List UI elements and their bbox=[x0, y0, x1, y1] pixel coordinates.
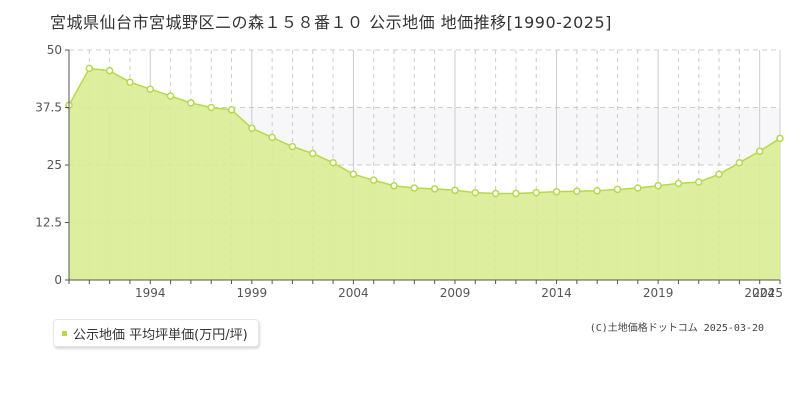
data-point-2004 bbox=[349, 170, 358, 178]
data-point-1993 bbox=[126, 78, 134, 86]
data-point-2001 bbox=[288, 142, 297, 151]
data-point-1995 bbox=[166, 92, 175, 100]
data-point-2016 bbox=[593, 187, 601, 195]
legend-swatch bbox=[62, 330, 67, 336]
data-point-1992 bbox=[105, 66, 114, 75]
x-tick-label: 1994 bbox=[135, 286, 166, 300]
axes bbox=[65, 49, 781, 284]
x-tick-label: 2019 bbox=[643, 286, 674, 300]
data-point-2020 bbox=[674, 179, 683, 188]
data-point-1991 bbox=[85, 64, 94, 73]
series-area-fill bbox=[69, 68, 780, 281]
x-tick-label: 2004 bbox=[338, 286, 369, 300]
data-point-1994 bbox=[146, 85, 155, 93]
data-point-2007 bbox=[410, 184, 419, 192]
data-point-2022 bbox=[715, 170, 723, 178]
y-tick-label: 0 bbox=[54, 273, 62, 287]
x-tick-label: 2014 bbox=[541, 286, 572, 300]
data-point-2011 bbox=[491, 189, 500, 198]
data-point-2006 bbox=[390, 181, 398, 190]
x-tick-label: 1999 bbox=[237, 286, 268, 300]
y-tick-label: 37.5 bbox=[35, 101, 62, 115]
data-point-2002 bbox=[309, 149, 317, 158]
y-axis-tick-labels: 0 12.5 25 37.5 50 bbox=[35, 43, 62, 287]
data-point-1998 bbox=[227, 106, 236, 114]
data-point-2021 bbox=[694, 178, 703, 186]
data-point-1996 bbox=[187, 99, 195, 107]
y-tick-label: 12.5 bbox=[35, 216, 62, 230]
data-point-2025 bbox=[776, 134, 784, 143]
data-point-2008 bbox=[430, 185, 439, 193]
data-point-1999 bbox=[248, 124, 256, 132]
data-point-2005 bbox=[369, 176, 378, 184]
series-markers bbox=[65, 64, 784, 198]
data-point-2018 bbox=[634, 184, 642, 192]
y-tick-label: 25 bbox=[47, 158, 62, 172]
data-point-2019 bbox=[654, 181, 662, 190]
y-tick-label: 50 bbox=[47, 43, 62, 57]
data-point-2013 bbox=[532, 188, 540, 197]
legend[interactable]: 公示地価 平均坪単価(万円/坪) bbox=[53, 319, 259, 347]
data-point-2009 bbox=[451, 186, 459, 195]
copyright-notice: (C)土地価格ドットコム 2025-03-20 bbox=[589, 323, 764, 334]
x-tick-label: 2009 bbox=[440, 286, 471, 300]
page-title: 宮城県仙台市宮城野区二の森１５８番１０ 公示地価 地価推移[1990-2025] bbox=[50, 13, 612, 32]
legend-label: 公示地価 平均坪単価(万円/坪) bbox=[73, 327, 248, 343]
data-point-2017 bbox=[613, 185, 622, 194]
data-point-2014 bbox=[552, 187, 561, 196]
series-area bbox=[68, 67, 781, 281]
data-point-2012 bbox=[512, 189, 520, 198]
x-tick-label: 2025 bbox=[752, 286, 783, 300]
data-point-2024 bbox=[755, 147, 764, 155]
data-point-2015 bbox=[573, 187, 581, 195]
data-point-2003 bbox=[329, 158, 337, 167]
data-point-2000 bbox=[268, 133, 276, 142]
x-tick-label: 2024 bbox=[744, 286, 775, 300]
data-point-2010 bbox=[471, 188, 480, 197]
data-point-2023 bbox=[735, 158, 744, 167]
data-point-1997 bbox=[207, 103, 215, 112]
